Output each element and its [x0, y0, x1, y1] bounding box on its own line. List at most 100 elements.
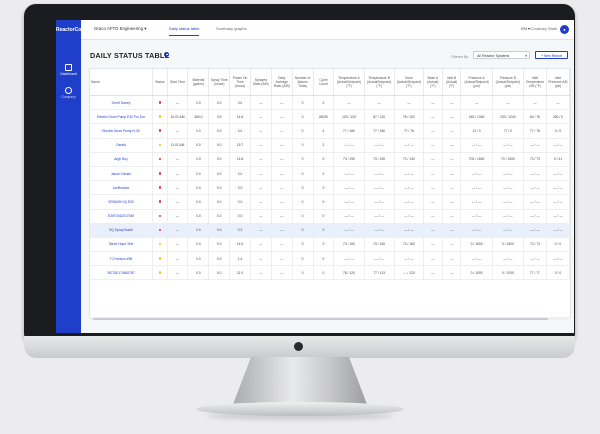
- reactor-name-link[interactable]: Jacob Clendo: [90, 166, 154, 182]
- reactor-name-link[interactable]: TJ Horizon #98: [90, 251, 154, 267]
- filter-select[interactable]: All Reactor Systems ▾: [473, 51, 530, 59]
- table-cell: —: [250, 95, 272, 111]
- table-cell: — / —: [492, 138, 525, 153]
- table-cell: —: [442, 194, 462, 210]
- table-cell: 0.0: [208, 265, 231, 281]
- scrollbar-thumb[interactable]: [93, 317, 548, 320]
- table-cell: — / —: [333, 180, 365, 196]
- table-cell: —: [250, 251, 272, 267]
- column-header: Pressure B (Actual/Setpoint) (psi): [492, 69, 525, 96]
- reactor-name-link[interactable]: Argh Boy: [90, 152, 154, 167]
- table-cell: — / —: [546, 138, 570, 153]
- table-cell: — / —: [523, 194, 547, 210]
- table-row[interactable]: Gerrit Samry —0.0 0.0 0.0— —0 0— — — — — — — — —: [90, 95, 570, 111]
- table-cell: — / —: [492, 194, 525, 210]
- table-cell: — / —: [523, 223, 547, 238]
- table-row[interactable]: 357320170662787—0.0 0.0 11.0— —0 0 78 / 120 77…: [90, 265, 570, 281]
- table-cell: — / 120: [394, 265, 424, 281]
- table-cell: — / —: [394, 251, 424, 267]
- table-row[interactable]: Jacob Clendo —0.0 0.0 0.0— —0 0— / — — / — — / …: [90, 166, 570, 182]
- table-row[interactable]: JoeReactor —0.0 0.0 0.0— —0 0— / — — / — — / — —…: [90, 180, 570, 196]
- column-header: Daily Average Ratio (A/B): [271, 69, 293, 96]
- table-cell: —: [271, 138, 293, 153]
- table-row[interactable]: Argh Boy —0.0 0.0 14.6— —0 0 73 / 190 73 / 190 7…: [90, 152, 570, 167]
- table-cell: 230 / 1240: [492, 109, 525, 125]
- table-cell: 10:01 AM: [167, 109, 189, 125]
- table-cell: 0 / 1600: [492, 237, 525, 253]
- table-cell: 0.0: [187, 223, 210, 238]
- stand-shadow: [206, 412, 394, 420]
- table-cell: 0.0: [208, 251, 231, 267]
- column-header: Hose (Actual/Setpoint) (°F): [394, 69, 424, 96]
- table-cell: —: [442, 237, 462, 253]
- horizontal-scrollbar[interactable]: [89, 317, 569, 320]
- table-cell: 0: [292, 109, 314, 125]
- reactor-name-link[interactable]: JoeReactor: [90, 180, 154, 196]
- tab-summary-graphs[interactable]: Summary graphs: [216, 26, 247, 31]
- gear-icon[interactable]: [164, 52, 169, 57]
- new-report-label: New Report: [544, 54, 562, 58]
- table-cell: — / —: [333, 223, 365, 238]
- user-icon[interactable]: ●: [560, 25, 569, 34]
- app-logo: ReactorConnect: [56, 27, 95, 33]
- table-cell: 0: [313, 237, 335, 253]
- reactor-name-link[interactable]: Steve Hope Test: [90, 237, 154, 253]
- reactor-name-link[interactable]: Electric Drum Pump E30 Pro Dor: [90, 109, 154, 125]
- table-cell: 0.0: [229, 209, 251, 224]
- table-cell: 0.0: [187, 123, 210, 139]
- table-cell: —: [442, 209, 462, 224]
- table-cell: 73 / 190: [364, 152, 395, 167]
- column-header[interactable]: Name: [90, 69, 154, 96]
- company-selector[interactable]: Graco AFTD Engineering ▾: [94, 26, 147, 32]
- reactor-name-link[interactable]: E30T0162017549: [90, 209, 154, 224]
- table-cell: — / —: [364, 194, 395, 210]
- table-cell: 0: [292, 237, 314, 253]
- table-cell: —: [442, 152, 462, 167]
- table-row[interactable]: Gerald 11:01 AM 0.0 0.0 15.7— —0 2— / — — / — — …: [90, 138, 570, 153]
- language-selector[interactable]: EN ▾: [521, 26, 530, 31]
- column-header: Power On Time (hours): [229, 69, 251, 96]
- reactor-name-link[interactable]: HQ Spray Booth: [90, 223, 154, 238]
- status-cell: [152, 194, 168, 210]
- table-cell: 0.0: [187, 95, 210, 111]
- table-cell: — / —: [394, 209, 424, 224]
- table-row[interactable]: E30T0162017549—0.0 0.0 0.0— —0 0— / — — / — — …: [90, 209, 570, 224]
- table-row[interactable]: Steve Hope Test —0.0 0.0 14.0— —0 0 73 / 160 73…: [90, 237, 570, 253]
- table-row[interactable]: Electric Drum Pump E30 Pro Dor 10:01 AM 36…: [90, 109, 570, 125]
- status-cell: [152, 109, 168, 125]
- power-button: [294, 342, 303, 351]
- table-cell: 0.0: [208, 180, 231, 196]
- status-dot-icon: [158, 214, 162, 218]
- table-row[interactable]: TJ Horizon #98—0.0 0.0 1.4— —0 0— / — — / — — …: [90, 251, 570, 267]
- table-cell: —: [423, 138, 443, 153]
- table-cell: — / —: [460, 138, 493, 153]
- table-cell: 0: [313, 265, 335, 281]
- table-row[interactable]: Electric Drum Pump H-30—0.0 0.0 0.0— —0 4 77 …: [90, 123, 570, 139]
- tab-daily-status[interactable]: Daily status table: [169, 26, 200, 36]
- column-header: Inlet Pressure A/B (psi): [546, 69, 570, 96]
- reactor-name-link[interactable]: Gerrit Samry: [90, 95, 154, 111]
- table-cell: 360.0: [187, 109, 210, 125]
- sidebar-item-dashboard[interactable]: Dashboard: [56, 64, 81, 76]
- reactor-name-link[interactable]: SPANISH IQ E30: [90, 194, 154, 210]
- status-cell: [152, 223, 168, 238]
- table-cell: — / —: [523, 209, 547, 224]
- chevron-down-icon: ▾: [525, 54, 527, 58]
- reactor-name-link[interactable]: Electric Drum Pump H-30: [90, 123, 154, 139]
- table-cell: —: [442, 138, 462, 153]
- table-cell: 73 / 160: [333, 237, 365, 253]
- filter-value: All Reactor Systems: [477, 54, 510, 58]
- reactor-name-link[interactable]: 357320170662787: [90, 265, 154, 281]
- new-report-button[interactable]: + New Report: [535, 51, 568, 59]
- sidebar-item-company[interactable]: Company: [56, 87, 81, 99]
- column-header: Pressure A (Actual/Setpoint) (psi): [460, 69, 493, 96]
- table-row[interactable]: HQ Spray Booth —0.0 0.0 0.3— —0 0— / — — / — — …: [90, 223, 570, 238]
- status-dot-icon: [158, 171, 162, 175]
- chevron-down-icon: ▾: [527, 26, 530, 31]
- table-cell: — / —: [492, 251, 525, 267]
- status-cell: [152, 251, 168, 267]
- table-cell: —: [271, 223, 293, 238]
- table-row[interactable]: SPANISH IQ E30—0.0 0.0 0.0— —0 0— / — — / — — …: [90, 194, 570, 210]
- table-cell: — / —: [333, 209, 365, 224]
- reactor-name-link[interactable]: Gerald: [90, 138, 154, 153]
